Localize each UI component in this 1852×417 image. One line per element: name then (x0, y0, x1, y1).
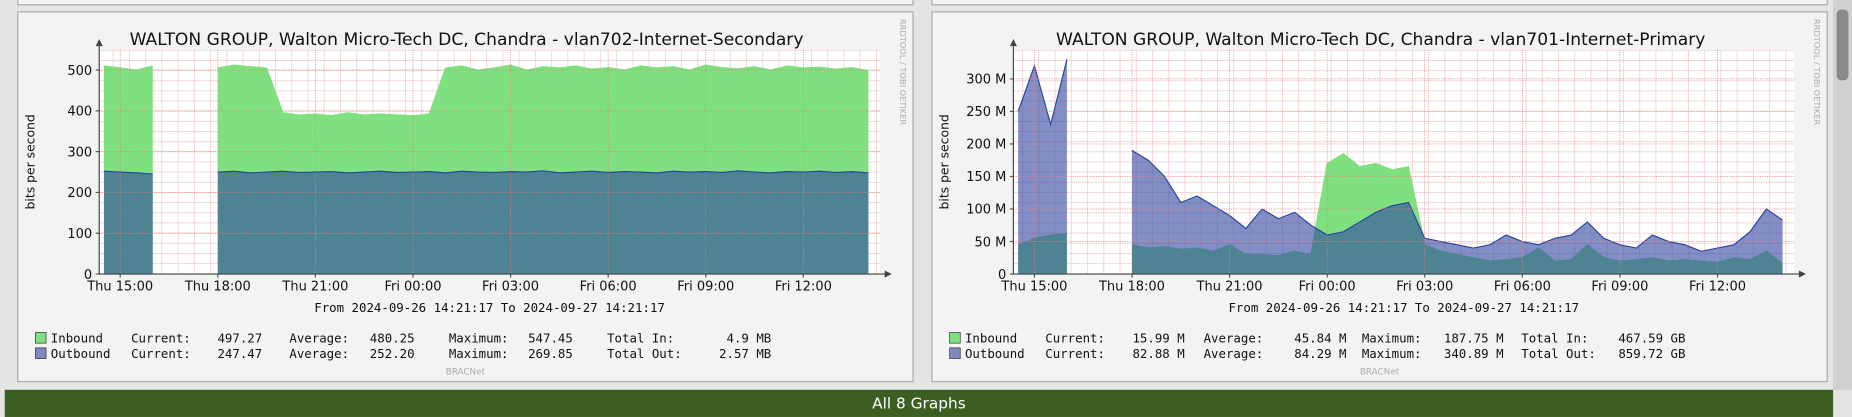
axes (1012, 42, 1802, 275)
stat-value: 4.9 MB (727, 331, 772, 346)
y-axis-label: bits per second (936, 114, 951, 209)
footer-label: BRACNet (446, 367, 486, 377)
x-tick-label: Fri 09:00 (1591, 280, 1648, 295)
y-tick-label: 100 (67, 227, 92, 242)
stat-value: 82.88 M (1132, 346, 1184, 361)
x-tick-label: Fri 12:00 (1689, 280, 1746, 295)
series-line (1017, 59, 1783, 252)
y-tick-label: 0 (998, 268, 1006, 283)
footer-bar[interactable] (4, 389, 1834, 417)
x-tick-label: Thu 15:00 (86, 280, 153, 295)
chart-title: WALTON GROUP, Walton Micro-Tech DC, Chan… (1056, 30, 1705, 50)
stat-value: 2.57 MB (719, 346, 771, 361)
stat-label: Total In: (1521, 331, 1588, 346)
range-label: From 2024-09-26 14:21:17 To 2024-09-27 1… (314, 300, 665, 315)
legend-label: Inbound (965, 331, 1017, 346)
stat-label: Maximum: (449, 331, 509, 346)
y-tick-label: 250 M (966, 105, 1006, 120)
legend-swatch (949, 347, 961, 359)
stat-label: Total In: (607, 331, 674, 346)
x-tick-label: Fri 00:00 (1299, 280, 1356, 295)
y-tick-label: 300 M (966, 73, 1006, 88)
graph-panel: Inbound Current: 497.27 Average: 480.25 Maxim… (17, 11, 914, 383)
stat-label: Average: (1204, 346, 1264, 361)
legend-label: Outbound (51, 346, 111, 361)
y-tick-label: 0 (84, 268, 92, 283)
y-tick-label: 500 (67, 64, 92, 79)
y-tick-label: 200 M (966, 138, 1006, 153)
y-axis-label: bits per second (22, 114, 37, 209)
stat-label: Current: (131, 331, 191, 346)
stat-label: Total Out: (607, 346, 682, 361)
stat-label: Maximum: (449, 346, 509, 361)
side-label: RRDTOOL / TOBI OETIKER (1812, 19, 1822, 126)
series-area (103, 170, 869, 275)
stat-value: 247.47 (217, 346, 262, 361)
stat-value: 467.59 GB (1618, 331, 1685, 346)
y-tick-label: 300 (67, 145, 92, 160)
stat-value: 340.89 M (1444, 346, 1504, 361)
x-tick-label: Fri 06:00 (580, 280, 637, 295)
legend-swatch (949, 332, 961, 344)
stat-label: Total Out: (1521, 346, 1596, 361)
stat-label: Average: (1204, 331, 1264, 346)
y-tick-label: 100 M (966, 203, 1006, 218)
stat-value: 45.84 M (1294, 331, 1346, 346)
y-tick-label: 200 (67, 186, 92, 201)
stat-label: Average: (289, 346, 349, 361)
graph-panel: Inbound Current: 15.99 M Average: 45.84 M Max… (931, 11, 1828, 383)
stat-label: Maximum: (1362, 331, 1422, 346)
stat-label: Current: (1045, 346, 1105, 361)
stat-value: 269.85 (528, 346, 573, 361)
y-tick-label: 400 (67, 105, 92, 120)
panel-above (931, 0, 1828, 6)
x-tick-label: Fri 03:00 (482, 280, 539, 295)
legend-swatch (35, 347, 47, 359)
x-tick-label: Thu 21:00 (1196, 280, 1263, 295)
x-tick-label: Fri 09:00 (677, 280, 734, 295)
side-label: RRDTOOL / TOBI OETIKER (898, 19, 908, 126)
x-tick-label: Thu 18:00 (1098, 280, 1165, 295)
stat-label: Current: (131, 346, 191, 361)
stat-value: 15.99 M (1132, 331, 1184, 346)
panel-above (17, 0, 914, 6)
x-tick-label: Fri 03:00 (1396, 280, 1453, 295)
series-line (103, 170, 869, 175)
legend-label: Inbound (51, 331, 103, 346)
legend-label: Outbound (965, 346, 1025, 361)
x-tick-label: Fri 00:00 (384, 280, 441, 295)
stat-value: 547.45 (528, 331, 573, 346)
y-tick-label: 50 M (974, 235, 1006, 250)
stat-value: 84.29 M (1294, 346, 1346, 361)
footer-bar-label[interactable]: All 8 Graphs (872, 395, 966, 413)
stat-value: 252.20 (370, 346, 415, 361)
scrollbar-thumb[interactable] (1836, 9, 1849, 81)
x-tick-label: Fri 06:00 (1494, 280, 1551, 295)
stat-label: Current: (1045, 331, 1105, 346)
stat-label: Average: (289, 331, 349, 346)
chart-title: WALTON GROUP, Walton Micro-Tech DC, Chan… (130, 30, 804, 50)
stat-value: 497.27 (217, 331, 262, 346)
x-tick-label: Thu 21:00 (281, 280, 348, 295)
legend-swatch (35, 332, 47, 344)
stat-label: Maximum: (1362, 346, 1422, 361)
stat-value: 480.25 (370, 331, 415, 346)
footer-label: BRACNet (1360, 367, 1400, 377)
series-line (103, 64, 869, 117)
x-tick-label: Thu 15:00 (1000, 280, 1067, 295)
x-tick-label: Thu 18:00 (184, 280, 251, 295)
stat-value: 859.72 GB (1618, 346, 1685, 361)
stat-value: 187.75 M (1444, 331, 1504, 346)
scrollbar[interactable] (1833, 0, 1852, 390)
range-label: From 2024-09-26 14:21:17 To 2024-09-27 1… (1228, 300, 1579, 315)
axes (98, 42, 888, 275)
series-area (1018, 59, 1783, 275)
y-tick-label: 150 M (966, 170, 1006, 185)
x-tick-label: Fri 12:00 (775, 280, 832, 295)
